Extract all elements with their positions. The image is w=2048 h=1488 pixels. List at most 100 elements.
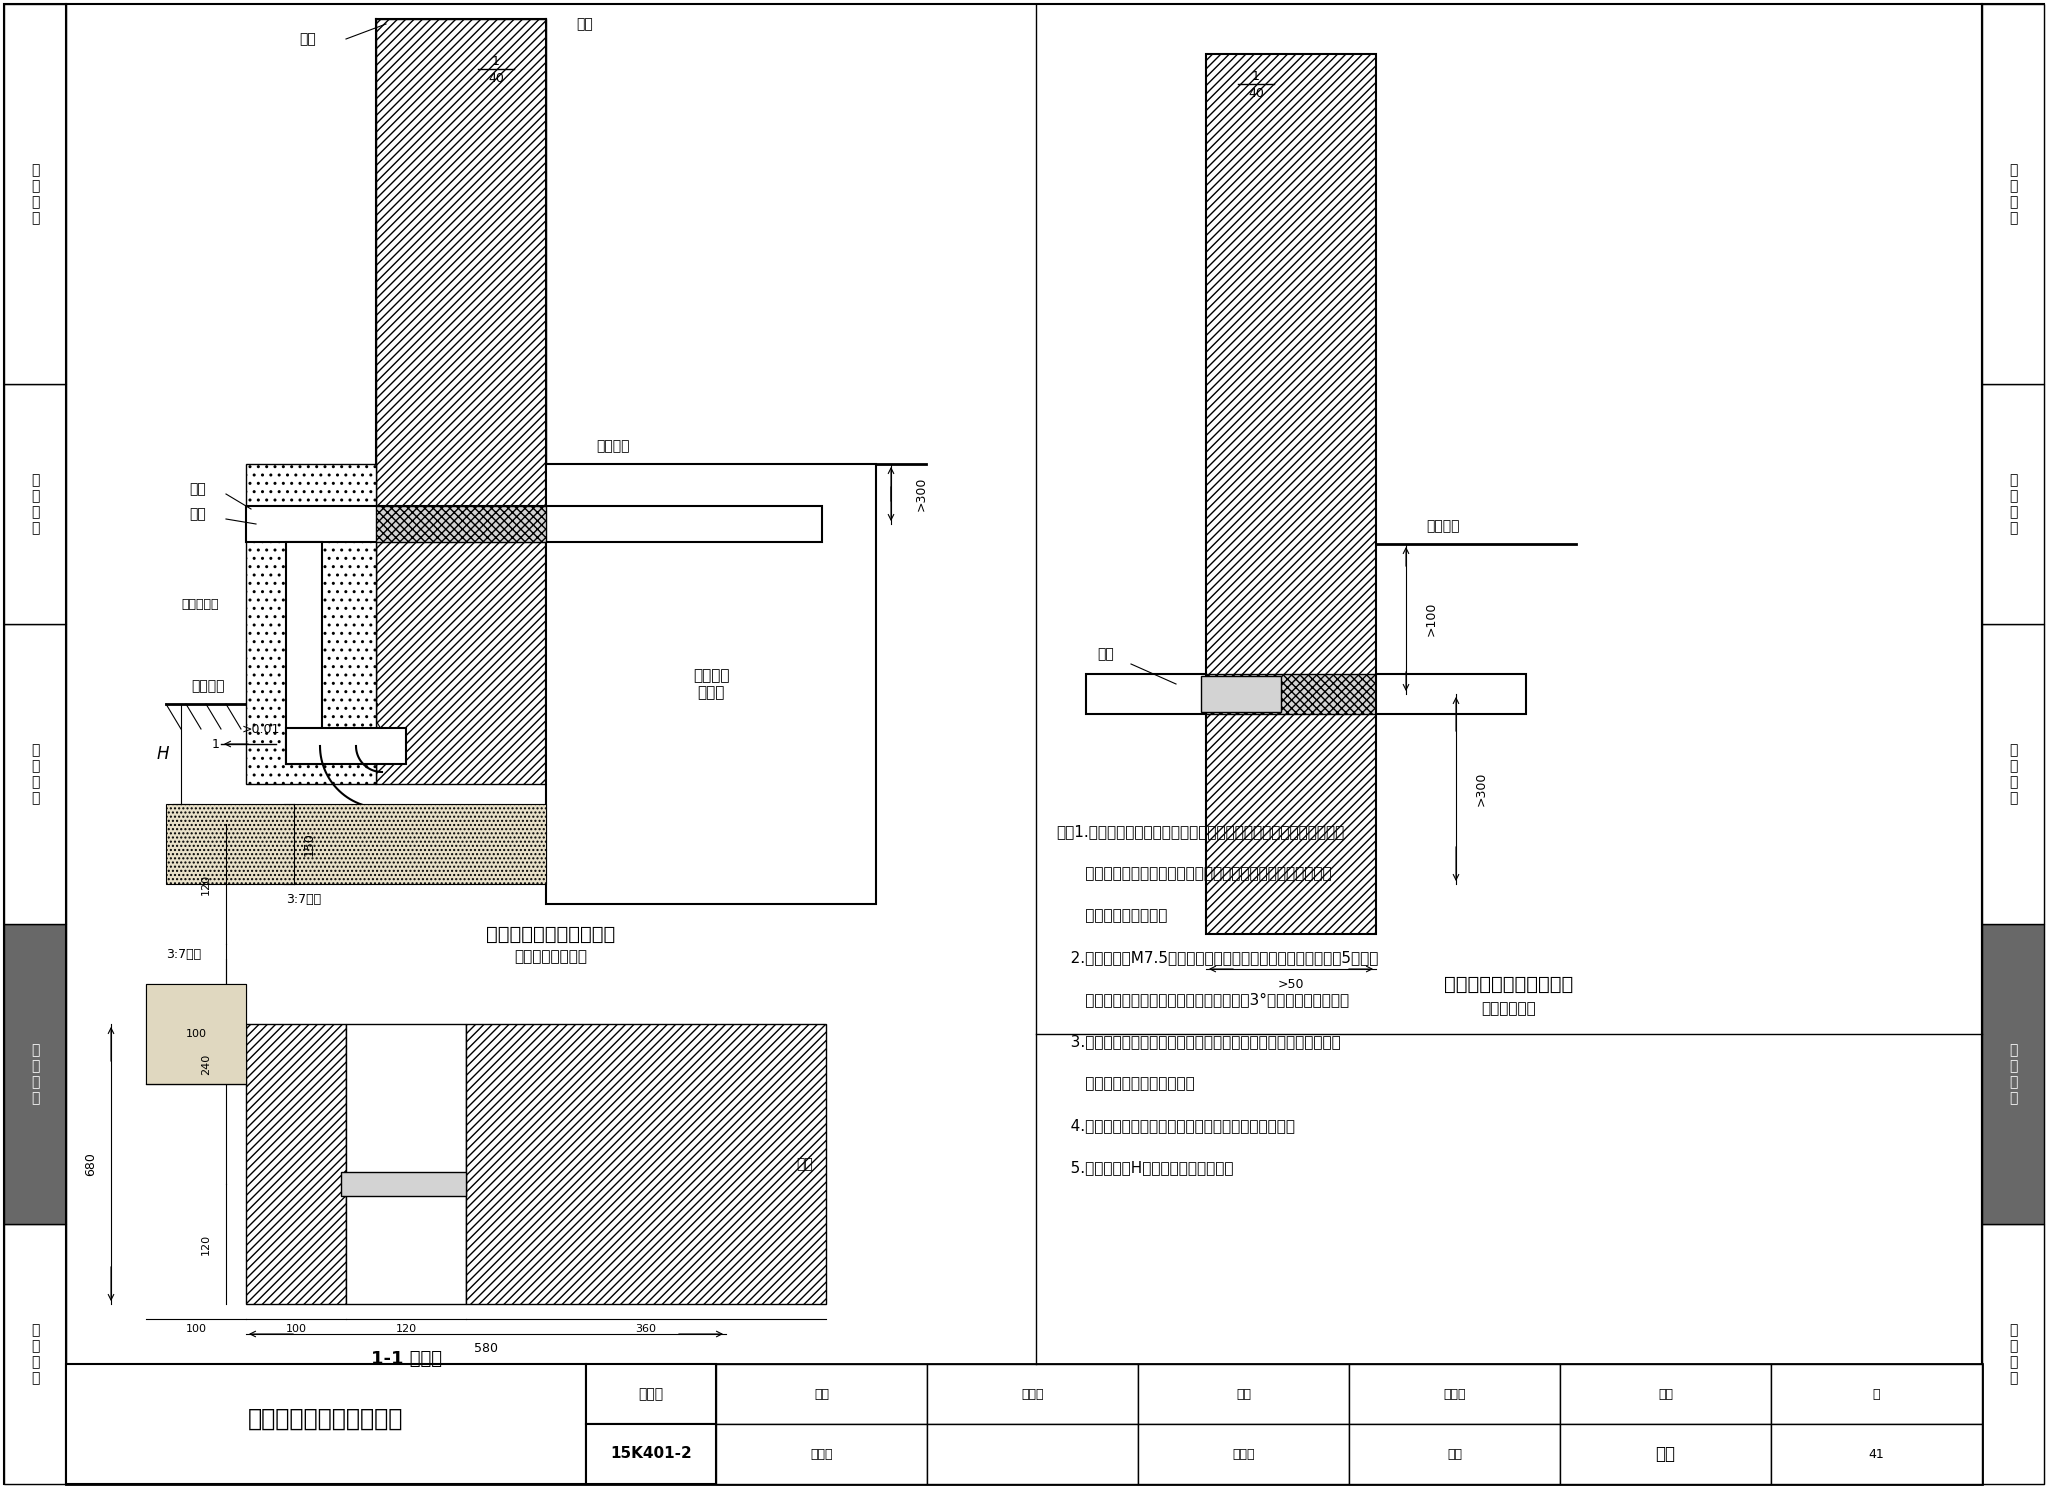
Text: 说: 说 <box>2009 195 2017 208</box>
Bar <box>4 4 66 1484</box>
Text: 站: 站 <box>2009 792 2017 805</box>
Text: 施: 施 <box>2009 473 2017 487</box>
Bar <box>1206 674 1376 714</box>
Text: 1: 1 <box>492 55 500 67</box>
Text: 1: 1 <box>1251 70 1260 82</box>
Bar <box>1350 1364 1561 1424</box>
Text: H: H <box>158 745 170 763</box>
Circle shape <box>362 1141 371 1149</box>
Text: 120: 120 <box>201 873 211 894</box>
Bar <box>166 804 547 884</box>
Text: 安: 安 <box>2009 504 2017 519</box>
Bar <box>246 1024 346 1303</box>
Text: 设: 设 <box>2009 164 2017 177</box>
Text: 工: 工 <box>2009 1323 2017 1338</box>
Text: 100: 100 <box>285 1324 307 1335</box>
Bar <box>1350 1424 1561 1484</box>
Text: 气: 气 <box>31 1059 39 1073</box>
Bar <box>4 924 66 1225</box>
Text: 控: 控 <box>2009 1074 2017 1089</box>
Text: 计: 计 <box>31 179 39 193</box>
Text: >50: >50 <box>1278 978 1305 991</box>
Bar <box>1772 1424 1982 1484</box>
Text: 工: 工 <box>2009 490 2017 503</box>
Text: 腐层，砌砖台保护。: 腐层，砌砖台保护。 <box>1057 908 1167 923</box>
Text: 程: 程 <box>2009 1339 2017 1353</box>
Bar <box>928 1364 1139 1424</box>
Text: 电: 电 <box>31 1043 39 1056</box>
Text: 液: 液 <box>2009 743 2017 757</box>
Text: 4.当输送湿燃气时，保温台内需填充膨胀珍珠岩保温。: 4.当输送湿燃气时，保温台内需填充膨胀珍珠岩保温。 <box>1057 1117 1294 1132</box>
Text: 3:7灰土: 3:7灰土 <box>166 948 201 960</box>
Bar <box>586 1364 717 1424</box>
Bar <box>66 1364 586 1484</box>
Bar <box>66 1364 1982 1484</box>
Text: 校对: 校对 <box>1237 1387 1251 1400</box>
Text: 丝堵: 丝堵 <box>1098 647 1114 661</box>
Text: 实: 实 <box>2009 1356 2017 1369</box>
Circle shape <box>379 1156 434 1213</box>
Text: 管箍: 管箍 <box>188 507 207 521</box>
Text: 制: 制 <box>31 1091 39 1106</box>
Bar <box>547 464 877 905</box>
Text: 气: 气 <box>2009 775 2017 789</box>
Bar <box>1139 1424 1350 1484</box>
Text: 叁馆长: 叁馆长 <box>1444 1387 1466 1400</box>
Text: 暖气沟或
地下室: 暖气沟或 地下室 <box>692 668 729 701</box>
Text: 设: 设 <box>31 164 39 177</box>
Text: 装: 装 <box>2009 521 2017 536</box>
Text: 化: 化 <box>31 759 39 772</box>
Bar <box>717 1424 928 1484</box>
Circle shape <box>1212 704 1219 710</box>
Text: 1: 1 <box>213 738 219 750</box>
Bar <box>467 1024 825 1303</box>
Bar <box>1982 623 2044 924</box>
Text: 气: 气 <box>2009 1059 2017 1073</box>
Text: 图集号: 图集号 <box>639 1387 664 1402</box>
Text: 施: 施 <box>31 473 39 487</box>
Bar <box>377 19 547 784</box>
Text: 室内地面: 室内地面 <box>596 439 629 452</box>
Text: 3:7灰土: 3:7灰土 <box>287 893 322 906</box>
Text: 5.引入口埋深H需根据规范要求确定。: 5.引入口埋深H需根据规范要求确定。 <box>1057 1161 1233 1176</box>
Bar <box>4 384 66 623</box>
Text: 室内地面: 室内地面 <box>1425 519 1460 533</box>
Bar <box>1200 676 1280 711</box>
Text: 气: 气 <box>31 775 39 789</box>
Bar <box>1772 1364 1982 1424</box>
Bar <box>4 1225 66 1484</box>
Text: 保护台墙体嵌入建筑物墙体内，盖板保持3°倾斜角，坡向室外。: 保护台墙体嵌入建筑物墙体内，盖板保持3°倾斜角，坡向室外。 <box>1057 992 1350 1007</box>
Circle shape <box>471 45 520 94</box>
Text: 管材采用无缝钢管氓弯，或采用镀锌钢管管件连接。做加强防: 管材采用无缝钢管氓弯，或采用镀锌钢管管件连接。做加强防 <box>1057 866 1331 881</box>
Bar <box>1085 674 1206 714</box>
Text: 站: 站 <box>31 792 39 805</box>
Bar <box>4 623 66 924</box>
Text: 240: 240 <box>201 1054 211 1074</box>
Text: 陈宏: 陈宏 <box>1655 1445 1675 1463</box>
Circle shape <box>1212 679 1219 684</box>
Text: >100: >100 <box>1425 601 1438 637</box>
Text: 680: 680 <box>84 1152 98 1176</box>
Bar <box>4 4 66 384</box>
Text: 120: 120 <box>201 1234 211 1254</box>
Text: 化: 化 <box>2009 759 2017 772</box>
Bar <box>1982 384 2044 623</box>
Bar <box>346 1024 467 1303</box>
Text: 工: 工 <box>31 1323 39 1338</box>
Text: 工: 工 <box>31 490 39 503</box>
Circle shape <box>440 1219 449 1228</box>
Text: 设计: 设计 <box>1448 1448 1462 1461</box>
Bar <box>717 1364 928 1424</box>
Text: 360: 360 <box>635 1324 657 1335</box>
Bar <box>145 984 246 1083</box>
Text: 控: 控 <box>31 1074 39 1089</box>
Bar <box>1982 4 2044 1484</box>
Bar <box>287 542 322 763</box>
Bar <box>1561 1364 1772 1424</box>
Text: 程: 程 <box>31 1339 39 1353</box>
Text: 安: 安 <box>31 504 39 519</box>
Bar <box>928 1424 1139 1484</box>
Text: 丝堵: 丝堵 <box>188 482 207 496</box>
Text: 外墙: 外墙 <box>575 16 592 31</box>
Text: 电: 电 <box>2009 1043 2017 1056</box>
